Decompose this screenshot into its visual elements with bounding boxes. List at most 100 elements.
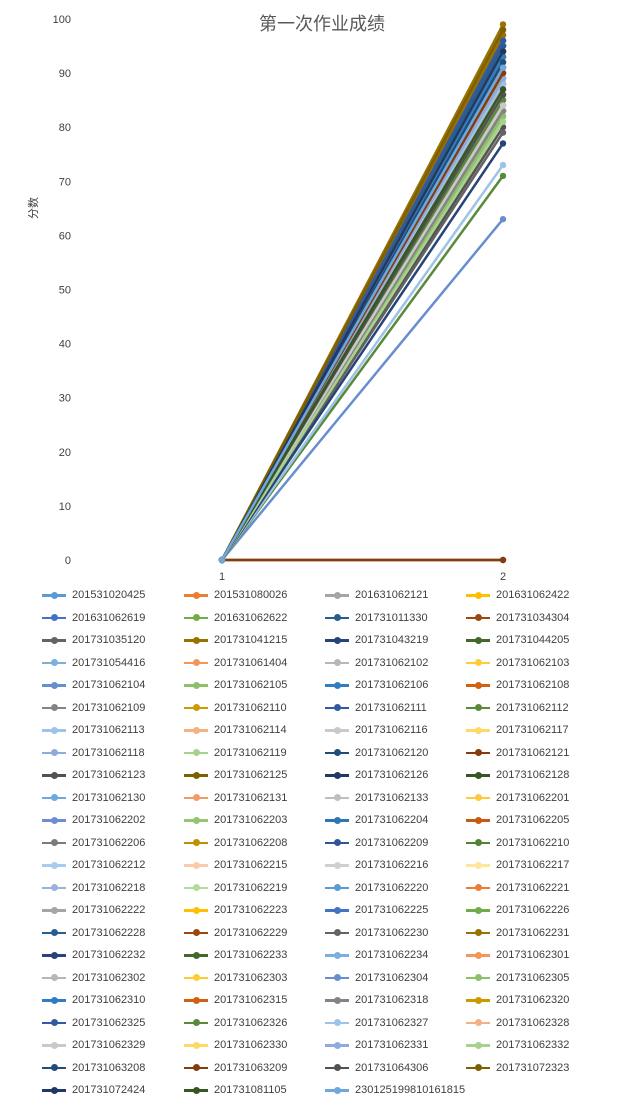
legend-label: 201731062202 — [72, 814, 146, 826]
legend-item: 201731062215 — [184, 858, 287, 872]
legend-swatch — [184, 770, 208, 780]
legend-swatch — [466, 770, 490, 780]
legend-swatch — [184, 658, 208, 668]
legend-label: 201731035120 — [72, 634, 146, 646]
legend-label: 201731062116 — [355, 724, 428, 736]
legend-item: 201731062223 — [184, 903, 287, 917]
legend-item: 201731062230 — [325, 926, 428, 940]
legend-swatch — [466, 950, 490, 960]
legend-item: 201731062218 — [42, 881, 145, 895]
legend-item: 201731062110 — [184, 701, 287, 715]
y-tick-label: 40 — [59, 339, 71, 351]
legend-label: 201731062216 — [355, 859, 429, 871]
legend-swatch — [466, 748, 490, 758]
legend-swatch — [184, 995, 208, 1005]
legend-label: 201731062233 — [214, 949, 288, 961]
legend-item: 201731062204 — [325, 813, 428, 827]
series-230125199810161815 — [218, 64, 507, 564]
legend-label: 201731062332 — [496, 1039, 570, 1051]
legend-label: 201731041215 — [214, 634, 288, 646]
legend-swatch — [466, 928, 490, 938]
legend-label: 201731062114 — [214, 724, 287, 736]
data-point — [499, 556, 507, 564]
legend-item: 201631062619 — [42, 611, 145, 625]
legend-swatch — [325, 928, 349, 938]
legend-swatch — [325, 1085, 349, 1095]
y-tick-label: 90 — [59, 68, 71, 80]
legend-item: 201731062114 — [184, 723, 287, 737]
legend-swatch — [325, 770, 349, 780]
y-tick-label: 30 — [59, 393, 71, 405]
legend-item: 201731062220 — [325, 881, 428, 895]
legend-label: 201731062219 — [214, 881, 288, 894]
legend-item: 201731081105 — [184, 1083, 287, 1097]
legend-label: 201731062331 — [355, 1039, 429, 1051]
series-line — [220, 121, 505, 561]
legend-swatch — [184, 590, 208, 600]
legend-swatch — [42, 1063, 66, 1073]
series-line — [220, 29, 505, 561]
legend-label: 201731062218 — [72, 881, 146, 894]
legend-label: 201731062131 — [214, 791, 288, 804]
legend-item: 201731062109 — [42, 701, 145, 715]
legend-swatch — [466, 1063, 490, 1073]
data-point — [499, 172, 507, 180]
legend-label: 201731062212 — [72, 859, 146, 871]
legend-label: 201731062210 — [496, 836, 570, 849]
legend-swatch — [42, 590, 66, 600]
legend-item: 201731062202 — [42, 813, 145, 827]
legend-item: 201731062112 — [466, 701, 569, 715]
legend-item: 201731062125 — [184, 768, 287, 782]
legend-label: 201731062126 — [355, 769, 429, 781]
data-point — [218, 556, 226, 564]
legend-item: 201731035120 — [42, 633, 145, 647]
legend-swatch — [184, 1063, 208, 1073]
legend-swatch — [184, 815, 208, 825]
legend-swatch — [325, 613, 349, 623]
legend-swatch — [325, 680, 349, 690]
legend-swatch — [466, 680, 490, 690]
series-line — [220, 67, 505, 561]
legend-item: 201731062330 — [184, 1038, 287, 1052]
data-point — [499, 118, 507, 125]
legend-label: 201731062231 — [496, 926, 570, 939]
legend-item: 201531020425 — [42, 588, 145, 602]
legend-item: 201731062208 — [184, 836, 287, 850]
legend-label: 201731062315 — [214, 994, 288, 1006]
legend-item: 201731062128 — [466, 768, 569, 782]
legend-swatch — [184, 928, 208, 938]
y-tick-label: 60 — [59, 230, 71, 242]
series-201731062332 — [218, 118, 507, 564]
legend-label: 201731062121 — [496, 746, 570, 759]
legend-swatch — [325, 748, 349, 758]
legend-item: 201731034304 — [466, 611, 569, 625]
data-point — [499, 59, 507, 66]
legend-swatch — [325, 658, 349, 668]
legend-swatch — [466, 838, 490, 848]
legend-label: 201731062222 — [72, 904, 146, 916]
legend-label: 201731062221 — [496, 881, 570, 894]
legend-label: 201531020425 — [72, 589, 146, 601]
legend-swatch — [184, 883, 208, 893]
data-point — [499, 129, 507, 136]
legend-swatch — [325, 635, 349, 645]
legend-label: 201731072424 — [72, 1084, 146, 1096]
legend-label: 201731062330 — [214, 1039, 288, 1051]
data-point — [499, 161, 507, 169]
legend-item: 201731063209 — [184, 1061, 287, 1075]
legend-swatch — [184, 950, 208, 960]
data-point — [499, 86, 507, 93]
legend-item: 201731062331 — [325, 1038, 428, 1052]
legend-label: 201731062223 — [214, 904, 288, 916]
legend-item: 201731062111 — [325, 701, 427, 715]
legend-swatch — [325, 1040, 349, 1050]
legend-item: 201731062329 — [42, 1038, 145, 1052]
legend-label: 201731062217 — [496, 859, 570, 871]
legend-label: 201731062109 — [72, 701, 146, 714]
legend-item: 201731062203 — [184, 813, 287, 827]
legend-swatch — [42, 973, 66, 983]
legend-label: 201731062328 — [496, 1016, 570, 1029]
legend-swatch — [184, 838, 208, 848]
legend-label: 201731062301 — [496, 949, 570, 961]
legend-swatch — [325, 860, 349, 870]
